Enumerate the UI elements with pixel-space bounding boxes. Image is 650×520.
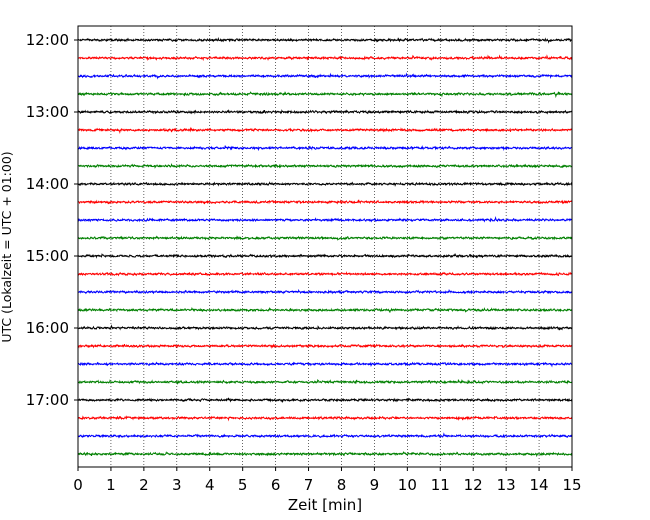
x-axis-label: Zeit [min] (288, 496, 362, 514)
seismic-trace (77, 72, 573, 80)
x-tick-label: 5 (238, 476, 248, 494)
y-tick-label: 17:00 (26, 391, 69, 409)
x-tick-label: 9 (370, 476, 380, 494)
seismic-trace (77, 216, 573, 223)
seismic-trace (77, 181, 573, 187)
x-tick-label: 15 (562, 476, 581, 494)
y-tick-label: 13:00 (26, 103, 69, 121)
x-tick-label: 3 (172, 476, 182, 494)
x-tick-label: 11 (431, 476, 450, 494)
y-axis-label: UTC (Lokalzeit = UTC + 01:00) (0, 151, 14, 342)
x-tick-label: 10 (398, 476, 417, 494)
x-tick-label: 7 (304, 476, 314, 494)
seismic-trace (77, 379, 573, 385)
traces (77, 37, 573, 458)
x-tick-label: 14 (530, 476, 549, 494)
seismic-trace (77, 199, 573, 205)
x-tick-label: 8 (337, 476, 347, 494)
x-tick-label: 12 (464, 476, 483, 494)
seismic-trace (77, 397, 573, 404)
x-axis: 0 1 2 3 4 5 6 7 8 9 10 11 12 13 14 15 (73, 467, 582, 494)
seismic-trace (77, 306, 573, 313)
seismic-trace (77, 432, 573, 439)
seismic-trace (77, 91, 573, 99)
seismic-trace (77, 235, 573, 241)
seismic-trace (77, 451, 573, 458)
x-tick-label: 4 (205, 476, 215, 494)
seismic-trace (77, 343, 573, 349)
x-tick-label: 6 (271, 476, 281, 494)
x-tick-label: 0 (73, 476, 83, 494)
x-tick-label: 1 (106, 476, 116, 494)
seismic-trace (77, 37, 573, 44)
y-tick-label: 14:00 (26, 175, 69, 193)
seismic-trace (77, 145, 573, 152)
seismic-trace (77, 54, 573, 62)
y-axis: 12:00 13:00 14:00 15:00 16:00 17:00 (26, 31, 78, 409)
y-tick-label: 15:00 (26, 247, 69, 265)
y-tick-label: 12:00 (26, 31, 69, 49)
seismic-trace (77, 415, 573, 422)
x-tick-label: 2 (139, 476, 149, 494)
seismic-trace (77, 253, 573, 259)
seismic-trace (77, 109, 573, 115)
seismic-trace (77, 288, 573, 295)
x-tick-label: 13 (497, 476, 516, 494)
seismic-trace (77, 162, 573, 169)
seismic-trace (77, 324, 573, 331)
seismic-trace (77, 126, 573, 135)
seismic-trace (77, 271, 573, 277)
plot-frame (77, 25, 573, 468)
seismic-trace (77, 361, 573, 368)
y-tick-label: 16:00 (26, 319, 69, 337)
